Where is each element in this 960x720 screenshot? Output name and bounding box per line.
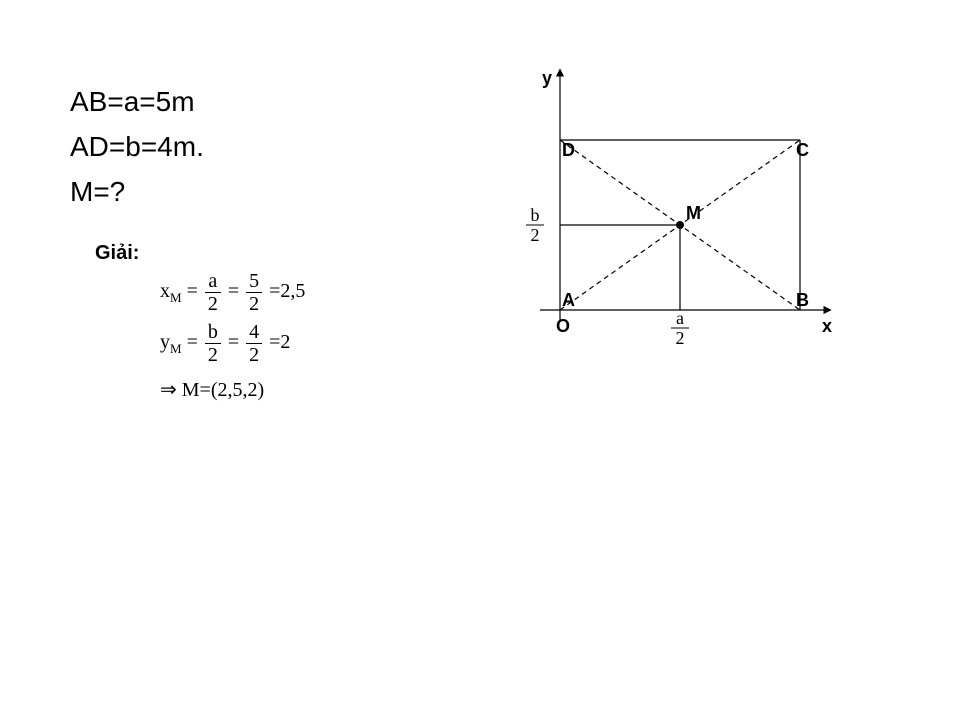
- problem-line: M=?: [70, 170, 204, 215]
- problem-line: AB=a=5m: [70, 80, 204, 125]
- problem-statement: AB=a=5m AD=b=4m. M=?: [70, 80, 204, 214]
- svg-text:y: y: [542, 68, 552, 88]
- coordinate-diagram: yxOABCDMb2a2: [500, 60, 840, 365]
- solution-label: Giải:: [95, 242, 139, 265]
- problem-line: AD=b=4m.: [70, 125, 204, 170]
- equation-result: ⇒ M=(2,5,2): [160, 372, 305, 408]
- svg-text:C: C: [796, 140, 809, 160]
- solution-block: xM = a2 = 52 =2,5 yM = b2 = 42 =2 ⇒ M=(2…: [160, 270, 305, 414]
- equation-ym: yM = b2 = 42 =2: [160, 321, 305, 366]
- svg-text:a: a: [676, 308, 684, 328]
- equation-xm: xM = a2 = 52 =2,5: [160, 270, 305, 315]
- diagram-svg: yxOABCDMb2a2: [500, 60, 840, 360]
- svg-text:O: O: [556, 316, 570, 336]
- svg-text:D: D: [562, 140, 575, 160]
- svg-text:x: x: [822, 316, 832, 336]
- svg-text:2: 2: [531, 225, 540, 245]
- svg-text:B: B: [796, 290, 809, 310]
- svg-text:b: b: [531, 205, 540, 225]
- svg-text:2: 2: [676, 328, 685, 348]
- svg-text:A: A: [562, 290, 575, 310]
- svg-text:M: M: [686, 203, 701, 223]
